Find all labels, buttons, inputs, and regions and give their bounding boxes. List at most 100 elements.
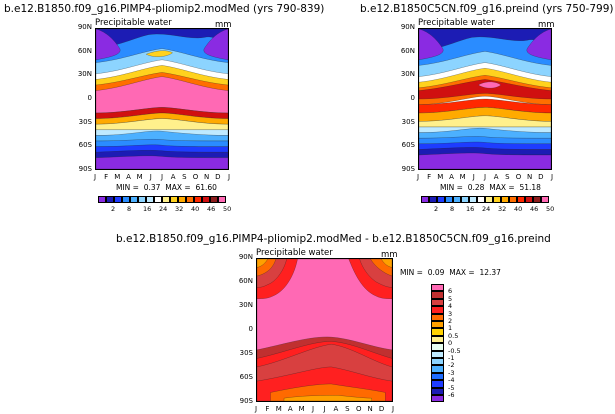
chart1-units: mm	[215, 20, 232, 30]
chart3-colorbar-swatch	[431, 291, 444, 299]
chart2-max-value: 51.18	[519, 183, 541, 192]
chart3-xtick: F	[265, 405, 270, 413]
chart1-title: b.e12.B1850.f09_g16.PIMP4-pliomip2.modMe…	[4, 3, 325, 15]
chart1-colorbar-swatch	[154, 196, 162, 203]
chart3-colorbar-swatch	[431, 387, 444, 395]
chart3-xtick: J	[312, 405, 315, 413]
chart1-colorbar-label: 2	[111, 205, 116, 213]
chart3-ytick: 60N	[238, 277, 253, 285]
chart2-colorbar-swatch	[533, 196, 541, 203]
chart1-ytick: 60N	[77, 46, 92, 55]
chart1-xtick: O	[192, 173, 199, 181]
chart2-colorbar-swatch	[445, 196, 453, 203]
chart3-colorbar-swatch	[431, 321, 444, 329]
chart1-colorbar-swatch	[162, 196, 170, 203]
chart3-ytick: 90S	[239, 397, 253, 405]
chart3-colorbar-swatch	[431, 343, 444, 351]
chart3-contour-band	[257, 259, 268, 268]
chart2-ytick: 30S	[401, 117, 415, 126]
chart2-min-value: 0.28	[467, 183, 485, 192]
chart1-colorbar-swatch	[218, 196, 226, 203]
chart1-colorbar-swatch	[194, 196, 202, 203]
chart3-colorbar-swatch	[431, 372, 444, 381]
chart1-xtick: S	[182, 173, 187, 181]
chart3-colorbar-swatch	[431, 380, 444, 388]
chart1-colorbar-label: 50	[223, 205, 232, 213]
chart3-min-text: MIN =	[400, 268, 423, 277]
chart3-xtick: A	[287, 405, 293, 413]
chart3-max-text: MAX =	[449, 268, 475, 277]
chart2-xtick: S	[505, 173, 510, 181]
chart2-colorbar-swatch	[461, 196, 469, 203]
chart1-field-svg	[96, 29, 228, 169]
chart1-subtitle: Precipitable water	[95, 18, 172, 28]
chart3-colorbar-swatch	[431, 313, 444, 321]
chart2-contour-band	[419, 142, 551, 149]
chart2-xtick: A	[493, 173, 499, 181]
chart1-colorbar-swatch	[170, 196, 178, 203]
chart2-colorbar-label: 50	[546, 205, 555, 213]
chart1-xtick: F	[104, 173, 109, 181]
chart2-contour-band	[419, 136, 551, 143]
chart1-colorbar-swatch	[114, 196, 122, 203]
chart1-ytick: 30N	[77, 70, 92, 79]
chart2-ytick: 30N	[400, 70, 415, 79]
chart1-xtick: J	[160, 173, 164, 181]
chart3-colorbar-label: 5	[448, 294, 453, 303]
chart3-xtick: J	[323, 405, 326, 413]
chart3-colorbar-label: 0	[448, 339, 453, 348]
chart1-contour-band	[146, 51, 172, 57]
chart3-contour-band	[284, 395, 372, 401]
chart3-subtitle: Precipitable water	[256, 248, 333, 258]
chart2-min-text: MIN =	[440, 183, 463, 192]
chart2-contour-band	[419, 147, 551, 155]
chart1-colorbar-swatch	[186, 196, 194, 203]
chart2-colorbar-swatch	[485, 196, 493, 203]
chart1-colorbar-swatch	[178, 196, 186, 203]
chart1-contour-band	[96, 131, 228, 141]
chart2-colorbar-swatch	[421, 196, 429, 203]
chart2-xtick: J	[416, 173, 420, 181]
chart1-contour-band	[96, 139, 228, 146]
chart3-colorbar-swatch	[431, 350, 444, 358]
chart1-xtick: J	[227, 173, 231, 181]
chart1-plot	[95, 28, 229, 170]
chart2-colorbar-swatch	[493, 196, 501, 203]
chart3-plot	[256, 258, 393, 402]
chart3-xtick: N	[367, 405, 373, 413]
chart2-contour-band	[478, 82, 500, 88]
chart3-max-value: 12.37	[479, 268, 501, 277]
chart2-contour-band	[419, 29, 443, 60]
chart3-colorbar-swatch	[431, 395, 444, 403]
chart2-units: mm	[538, 20, 555, 30]
chart1-min-value: 0.37	[143, 183, 161, 192]
chart2-xtick: M	[459, 173, 466, 181]
chart2-plot	[418, 28, 552, 170]
chart3-colorbar-label: -3	[448, 368, 455, 377]
chart3-colorbar-label: -4	[448, 376, 455, 385]
chart3-colorbar-label: -6	[448, 391, 455, 399]
chart2-max-text: MAX =	[489, 183, 515, 192]
chart1-contour-band	[96, 29, 120, 60]
chart3-colorbar-label: 0.5	[448, 331, 459, 340]
chart3-field-svg	[257, 259, 392, 401]
chart3-ytick: 30N	[238, 301, 253, 309]
chart2-colorbar-swatch	[541, 196, 549, 203]
chart3-colorbar-label: -0.5	[448, 346, 461, 355]
chart2-colorbar-swatch	[501, 196, 509, 203]
chart1-min-text: MIN =	[116, 183, 139, 192]
chart3-colorbar-swatch	[431, 306, 444, 314]
chart2-xtick: M	[437, 173, 444, 181]
chart1-colorbar-label: 46	[207, 205, 216, 213]
chart1-max-value: 61.60	[195, 183, 217, 192]
chart3-minmax: MIN = 0.09 MAX = 12.37	[400, 268, 501, 277]
chart3-title: b.e12.B1850.f09_g16.PIMP4-pliomip2.modMe…	[116, 233, 551, 245]
chart1-xtick: A	[170, 173, 176, 181]
chart1-colorbar-swatch	[210, 196, 218, 203]
chart1-xtick: M	[136, 173, 143, 181]
chart2-xtick: J	[483, 173, 487, 181]
chart2-ytick: 60N	[400, 46, 415, 55]
chart2-xtick: A	[449, 173, 454, 181]
chart3-colorbar-label: -1	[448, 354, 455, 362]
chart2-xtick: J	[550, 173, 554, 181]
